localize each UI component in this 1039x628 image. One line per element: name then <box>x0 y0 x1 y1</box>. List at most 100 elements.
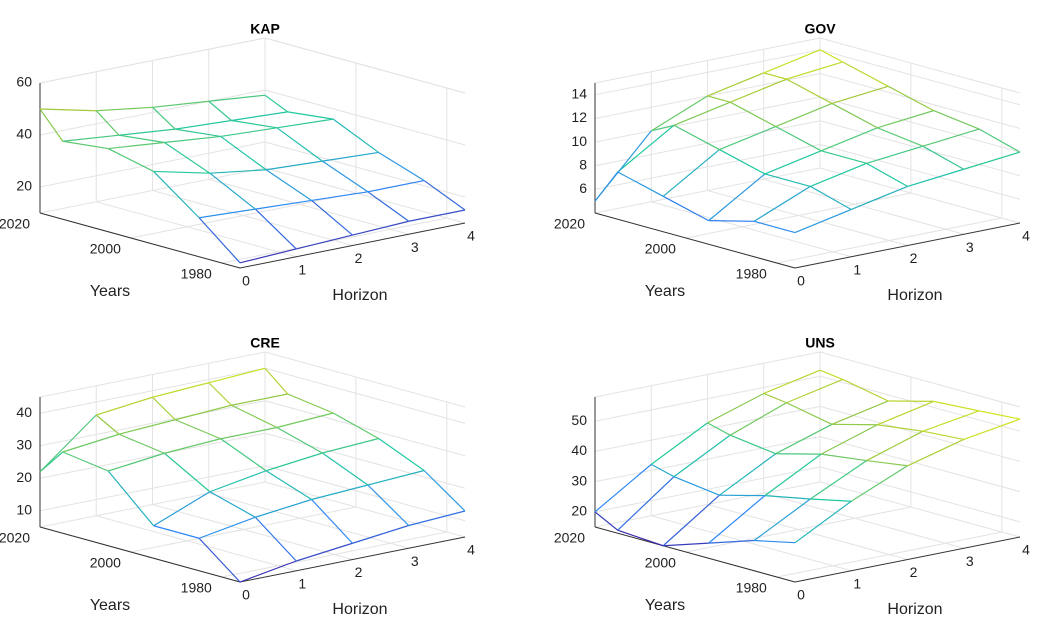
mesh-line <box>208 367 266 384</box>
mesh-line <box>810 498 852 502</box>
mesh-line <box>198 516 256 539</box>
mesh-line <box>231 404 278 429</box>
mesh-line <box>673 434 731 478</box>
x-tick-label: 3 <box>411 553 419 569</box>
grid-line <box>264 400 466 457</box>
mesh-line <box>963 151 1021 170</box>
mesh-line <box>753 185 811 222</box>
mesh-line <box>152 100 209 108</box>
mesh-line <box>673 124 720 151</box>
mesh-line <box>662 494 720 547</box>
mesh-line <box>753 220 796 234</box>
grid-line <box>264 367 466 424</box>
mesh-line <box>729 78 787 103</box>
mesh-line <box>378 438 425 471</box>
grid-line <box>819 120 1021 177</box>
y-tick-label: 2000 <box>645 241 676 257</box>
mesh-line <box>851 185 908 211</box>
mesh-line <box>209 169 267 174</box>
mesh-line <box>775 125 822 152</box>
axis-line <box>39 526 241 583</box>
x-tick-label: 2 <box>910 564 918 580</box>
mesh-line <box>719 453 777 496</box>
mesh-line <box>220 135 267 171</box>
mesh-line <box>775 423 833 455</box>
mesh-line <box>662 149 720 197</box>
mesh-line <box>764 495 811 500</box>
mesh-line <box>198 208 256 219</box>
mesh-line <box>108 452 165 472</box>
mesh-line <box>831 102 878 129</box>
mesh-line <box>820 127 878 152</box>
mesh-line <box>198 537 241 583</box>
mesh-line <box>276 412 334 429</box>
x-tick-label: 2 <box>910 250 918 266</box>
mesh-line <box>887 85 934 112</box>
mesh-line <box>708 173 766 222</box>
mesh-line <box>266 160 323 171</box>
mesh-line <box>708 539 755 544</box>
grid-line <box>152 190 353 246</box>
mesh-line <box>594 511 619 531</box>
mesh-line <box>367 191 410 222</box>
mesh-line <box>933 110 980 130</box>
mesh-line <box>231 393 288 406</box>
mesh-line <box>963 418 1021 440</box>
axis-line <box>594 212 796 269</box>
mesh-line <box>164 142 211 174</box>
box-edge <box>594 37 821 84</box>
mesh-line <box>174 419 221 440</box>
mesh-line <box>62 451 109 472</box>
y-tick-label: 2020 <box>0 530 30 546</box>
mesh-line <box>877 127 924 147</box>
mesh-line <box>175 119 232 130</box>
grid-line <box>264 432 466 489</box>
x-tick-label: 3 <box>966 239 974 255</box>
x-tick-label: 1 <box>853 261 861 277</box>
mesh-line <box>265 470 312 501</box>
mesh-line <box>107 470 155 527</box>
z-tick-label: 20 <box>571 503 587 519</box>
mesh-line <box>907 168 964 187</box>
z-tick-label: 10 <box>16 501 32 517</box>
mesh-line <box>819 369 843 380</box>
grid-line <box>96 515 297 572</box>
grid-line <box>208 492 409 549</box>
x-tick-label: 3 <box>966 553 974 569</box>
grid-line <box>819 481 1021 538</box>
mesh-line <box>877 110 934 129</box>
mesh-line <box>287 111 334 120</box>
mesh-line <box>153 170 210 174</box>
z-tick-label: 30 <box>571 472 587 488</box>
mesh-line <box>322 151 379 162</box>
y-tick-label: 2000 <box>90 555 121 571</box>
mesh-line <box>118 433 165 454</box>
mesh-line <box>820 424 878 455</box>
x-tick-label: 0 <box>797 587 805 603</box>
grid-line <box>819 96 1021 153</box>
y-tick-label: 1980 <box>181 580 212 596</box>
x-tick-label: 1 <box>298 261 306 277</box>
mesh-line <box>254 208 297 250</box>
mesh-line <box>265 169 312 201</box>
y-tick-label: 2000 <box>645 555 676 571</box>
mesh-line <box>794 500 852 544</box>
mesh-line <box>39 414 97 473</box>
x-tick-label: 2 <box>355 250 363 266</box>
grid-line <box>819 72 1021 129</box>
mesh-line <box>332 118 379 153</box>
x-axis-label: Horizon <box>887 601 942 618</box>
y-tick-label: 2020 <box>0 216 30 232</box>
mesh-line <box>153 525 200 539</box>
mesh-line <box>617 476 675 531</box>
grid-line <box>264 167 466 224</box>
mesh-line <box>322 437 379 454</box>
mesh-line <box>922 430 964 441</box>
mesh-line <box>208 100 232 121</box>
z-tick-label: 20 <box>16 469 32 485</box>
mesh-line <box>786 61 843 80</box>
axis-line <box>239 222 466 269</box>
grid-line <box>707 504 908 560</box>
box-edge <box>594 351 821 398</box>
grid-line <box>152 504 353 560</box>
